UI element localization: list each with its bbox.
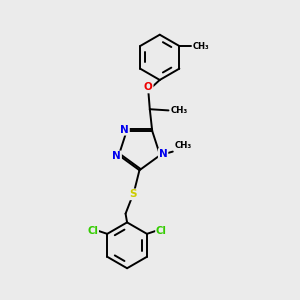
Text: N: N xyxy=(120,125,129,135)
Text: CH₃: CH₃ xyxy=(175,141,192,150)
Text: N: N xyxy=(159,149,167,159)
Text: CH₃: CH₃ xyxy=(192,41,209,50)
Text: Cl: Cl xyxy=(87,226,98,236)
Text: Cl: Cl xyxy=(156,226,167,236)
Text: N: N xyxy=(112,152,121,161)
Text: CH₃: CH₃ xyxy=(171,106,188,115)
Text: O: O xyxy=(144,82,153,92)
Text: S: S xyxy=(129,189,136,199)
